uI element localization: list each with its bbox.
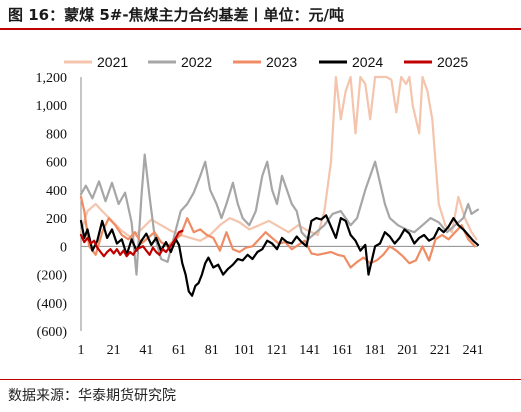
legend: 2021 2022 2023 2024 2025 [64,54,468,70]
x-tick-label: 121 [267,343,288,358]
x-tick-label: 221 [430,343,451,358]
series-line-2023 [79,195,476,269]
x-tick-label: 41 [139,343,153,358]
legend-label: 2023 [266,54,297,70]
footer-divider [0,379,521,380]
y-tick-label: 0 [60,240,67,255]
series-line-2021 [79,75,478,242]
x-tick-label: 141 [299,343,320,358]
series-lines [79,75,480,297]
source-note: 数据来源：华泰期货研究院 [8,388,176,404]
legend-item-2025: 2025 [404,54,468,70]
y-tick-label: 200 [46,212,67,227]
legend-item-2021: 2021 [64,54,128,70]
legend-label: 2025 [437,54,468,70]
legend-item-2023: 2023 [233,54,297,70]
x-tick-label: 201 [397,343,418,358]
series-line-2024 [79,214,480,297]
x-tick-label: 241 [463,343,484,358]
x-tick-label: 1 [78,343,85,358]
x-tick-label: 61 [172,343,186,358]
title-divider [0,28,521,30]
series-line-2025 [79,229,184,258]
y-tick-label: (600) [37,325,68,340]
x-tick-label: 81 [205,343,219,358]
y-tick-label: 1,200 [36,71,68,86]
x-tick-label: 181 [365,343,386,358]
x-tick-label: 21 [107,343,121,358]
y-tick-label: (400) [37,297,68,312]
x-tick-label: 101 [234,343,255,358]
legend-label: 2021 [97,54,128,70]
y-tick-label: 400 [46,184,67,199]
legend-item-2022: 2022 [148,54,212,70]
y-tick-label: 800 [46,127,67,142]
chart-title: 图 16：蒙煤 5#-焦煤主力合约基差丨单位：元/吨 [8,6,345,24]
y-tick-label: 1,000 [36,99,68,114]
legend-item-2024: 2024 [319,54,383,70]
legend-label: 2024 [352,54,383,70]
x-tick-label: 161 [332,343,353,358]
y-tick-label: (200) [37,269,68,284]
legend-label: 2022 [181,54,212,70]
series-line-2022 [79,153,480,276]
y-tick-label: 600 [46,156,67,171]
